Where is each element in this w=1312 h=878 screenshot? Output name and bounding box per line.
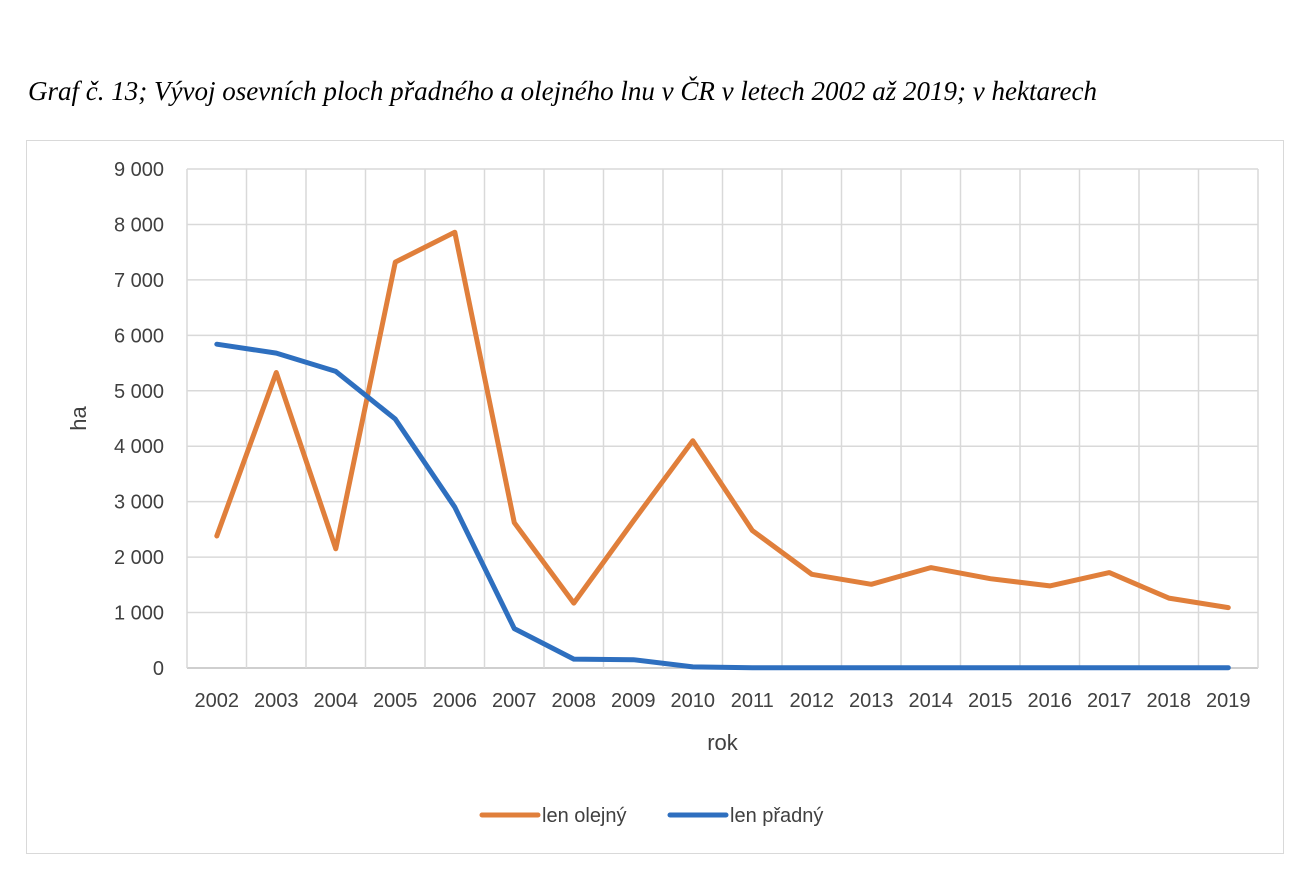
x-tick-label: 2007 xyxy=(492,690,537,712)
y-tick-label: 9 000 xyxy=(114,159,164,181)
legend: len olejný len přadný xyxy=(479,805,823,827)
y-tick-label: 7 000 xyxy=(114,270,164,292)
series-lines xyxy=(214,229,1231,671)
legend-label: len olejný xyxy=(542,805,627,827)
x-tick-label: 2015 xyxy=(968,690,1013,712)
chart-frame xyxy=(26,140,1284,854)
y-tick-label: 2 000 xyxy=(114,547,164,569)
x-tick-label: 2008 xyxy=(552,690,597,712)
y-tick-label: 0 xyxy=(153,658,164,680)
x-tick-label: 2006 xyxy=(433,690,478,712)
x-tick-label: 2016 xyxy=(1028,690,1073,712)
x-tick-label: 2012 xyxy=(790,690,835,712)
chart-caption: Graf č. 13; Vývoj osevních ploch přadnéh… xyxy=(28,76,1097,106)
x-tick-label: 2011 xyxy=(731,690,774,712)
series-line-0 xyxy=(214,229,1231,611)
x-tick-labels: 2002 2003 2004 2005 2006 2007 2008 2009 2010 2011… xyxy=(195,690,1251,712)
y-tick-label: 3 000 xyxy=(114,492,164,514)
x-tick-label: 2009 xyxy=(611,690,656,712)
x-tick-label: 2005 xyxy=(373,690,418,712)
y-tick-label: 4 000 xyxy=(114,436,164,458)
series-line-1 xyxy=(214,341,1231,671)
x-tick-label: 2018 xyxy=(1147,690,1192,712)
x-tick-label: 2013 xyxy=(849,690,894,712)
x-tick-label: 2017 xyxy=(1087,690,1132,712)
x-tick-label: 2010 xyxy=(671,690,716,712)
y-tick-label: 6 000 xyxy=(114,325,164,347)
x-tick-label: 2014 xyxy=(909,690,954,712)
y-tick-labels: 0 1 000 2 000 3 000 4 000 5 000 6 000 7 000 8 00… xyxy=(114,159,164,680)
grid-lines xyxy=(186,168,1259,669)
y-axis-label: ha xyxy=(66,406,91,431)
y-tick-label: 1 000 xyxy=(114,603,164,625)
y-tick-label: 8 000 xyxy=(114,214,164,236)
x-tick-label: 2003 xyxy=(254,690,299,712)
x-axis-label: rok xyxy=(707,730,739,755)
legend-label: len přadný xyxy=(730,805,823,827)
y-tick-label: 5 000 xyxy=(114,381,164,403)
x-tick-label: 2019 xyxy=(1206,690,1251,712)
x-tick-label: 2004 xyxy=(314,690,359,712)
x-tick-label: 2002 xyxy=(195,690,240,712)
